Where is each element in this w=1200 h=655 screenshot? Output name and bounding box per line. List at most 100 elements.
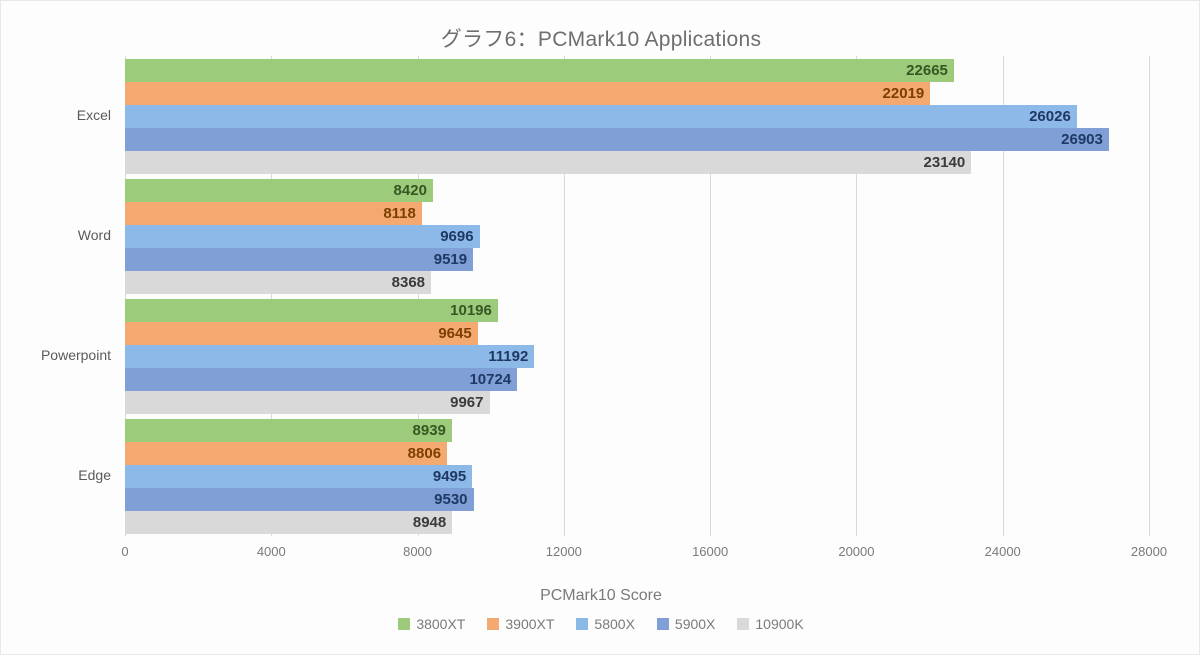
bar-word-5900x[interactable] (125, 247, 474, 271)
bar-row: 8939 (125, 418, 1149, 442)
bar-row: 22019 (125, 81, 1149, 105)
x-axis-tick-20000: 20000 (838, 544, 875, 559)
chart-title: グラフ6：PCMark10 Applications (440, 28, 762, 51)
legend-label: 10900K (755, 616, 804, 632)
bar-word-5800x[interactable] (125, 224, 480, 248)
bar-powerpoint-10900k[interactable] (125, 390, 490, 414)
bar-powerpoint-5800x[interactable] (125, 344, 535, 368)
gridline (1149, 56, 1150, 536)
bar-word-10900k[interactable] (125, 270, 432, 294)
bar-value-label: 8948 (412, 513, 447, 531)
legend-swatch-icon (487, 618, 500, 630)
bar-value-label: 22019 (882, 84, 925, 102)
bar-row: 8368 (125, 270, 1149, 294)
gridline (856, 56, 858, 536)
bar-value-label: 22665 (906, 61, 948, 79)
bar-value-label: 26903 (1061, 130, 1103, 148)
bar-group-powerpoint: 10196 9645 11192 10724 9967 (125, 298, 1149, 414)
bar-row: 9495 (125, 464, 1149, 488)
bar-edge-10900k[interactable] (125, 510, 453, 534)
y-axis-label-word: Word (77, 227, 111, 243)
bar-edge-5900x[interactable] (125, 487, 474, 511)
bar-value-label: 23140 (923, 153, 966, 171)
gridline (710, 56, 712, 536)
legend-label: 3900XT (505, 616, 555, 632)
bar-row: 8118 (125, 201, 1149, 225)
bar-value-label: 8118 (383, 204, 416, 222)
y-axis-label-excel: Excel (76, 107, 111, 123)
legend-item-3900xt[interactable]: 3900XT (487, 616, 554, 632)
bar-excel-5900x[interactable] (125, 127, 1109, 151)
legend-item-3800xt[interactable]: 3800XT (398, 616, 465, 632)
bar-value-label: 9967 (450, 393, 484, 411)
bar-value-label: 10724 (469, 370, 512, 388)
bar-edge-5800x[interactable] (125, 464, 473, 488)
bar-word-3800xt[interactable] (125, 178, 433, 202)
bar-row: 9530 (125, 487, 1149, 511)
bar-value-label: 8939 (412, 421, 446, 439)
legend-swatch-icon (656, 618, 669, 630)
x-axis-tick-16000: 16000 (692, 544, 729, 559)
bar-powerpoint-5900x[interactable] (125, 367, 518, 391)
bar-group-excel: 22665 22019 26026 26903 23140 (125, 58, 1149, 174)
gridline (563, 56, 565, 536)
bar-row: 11192 (125, 344, 1149, 368)
bar-group-edge: 8939 8806 9495 9530 8948 (125, 418, 1149, 534)
bar-value-label: 11192 (488, 347, 529, 365)
gridline (271, 56, 273, 536)
gridline (1002, 56, 1004, 536)
bar-row: 9519 (125, 247, 1149, 271)
legend-item-10900k[interactable]: 10900K (737, 616, 804, 632)
bar-powerpoint-3800xt[interactable] (125, 298, 498, 322)
gridline (417, 56, 419, 536)
bar-row: 23140 (125, 150, 1149, 174)
bar-group-word: 8420 8118 9696 9519 8368 (125, 178, 1149, 294)
bar-row: 8806 (125, 441, 1149, 465)
bar-row: 10724 (125, 367, 1149, 391)
x-axis-tick-8000: 8000 (403, 544, 433, 559)
legend-item-5800x[interactable]: 5800X (576, 616, 635, 632)
bar-value-label: 9495 (432, 467, 467, 485)
bar-word-3900xt[interactable] (125, 201, 422, 225)
bar-value-label: 8420 (393, 181, 427, 199)
bar-row: 9967 (125, 390, 1149, 414)
legend-label: 3800XT (416, 616, 466, 632)
bar-excel-5800x[interactable] (125, 104, 1077, 128)
x-axis-tick-4000: 4000 (256, 544, 286, 559)
bar-row: 26026 (125, 104, 1149, 128)
gridline (125, 56, 126, 536)
bar-row: 8948 (125, 510, 1149, 534)
y-axis-label-powerpoint: Powerpoint (40, 347, 111, 363)
x-axis-tick-28000: 28000 (1130, 544, 1168, 559)
bar-row: 10196 (125, 298, 1149, 322)
x-axis-tick-24000: 24000 (984, 544, 1021, 559)
legend-swatch-icon (737, 618, 750, 630)
bar-edge-3800xt[interactable] (125, 418, 452, 442)
bar-powerpoint-3900xt[interactable] (125, 321, 478, 345)
bar-value-label: 8806 (407, 444, 442, 462)
bar-row: 26903 (125, 127, 1149, 151)
bar-value-label: 26026 (1029, 107, 1071, 125)
bar-value-label: 9519 (433, 250, 468, 268)
legend-label: 5900X (674, 616, 716, 632)
x-axis-tick-0: 0 (121, 544, 129, 559)
bar-edge-3900xt[interactable] (125, 441, 448, 465)
bar-row: 9696 (125, 224, 1149, 248)
bar-row: 8420 (125, 178, 1149, 202)
x-axis-tick-12000: 12000 (545, 544, 582, 559)
bar-row: 22665 (125, 58, 1149, 82)
legend-swatch-icon (398, 618, 411, 630)
legend-swatch-icon (576, 618, 589, 630)
plot-area: 22665 22019 26026 26903 23140 8420 8118 9696 951… (125, 56, 1150, 536)
legend-label: 5800X (594, 616, 635, 632)
x-axis-title: PCMark10 Score (540, 587, 662, 604)
chart-legend: 3800XT 3900XT 5800X 5900X 10900K (1, 616, 1199, 632)
bar-excel-10900k[interactable] (125, 150, 972, 174)
bar-value-label: 8368 (391, 273, 426, 291)
bar-value-label: 10196 (450, 301, 492, 319)
bar-excel-3800xt[interactable] (125, 58, 954, 82)
legend-item-5900x[interactable]: 5900X (656, 616, 716, 632)
bar-row: 9645 (125, 321, 1149, 345)
bar-excel-3900xt[interactable] (125, 81, 931, 105)
